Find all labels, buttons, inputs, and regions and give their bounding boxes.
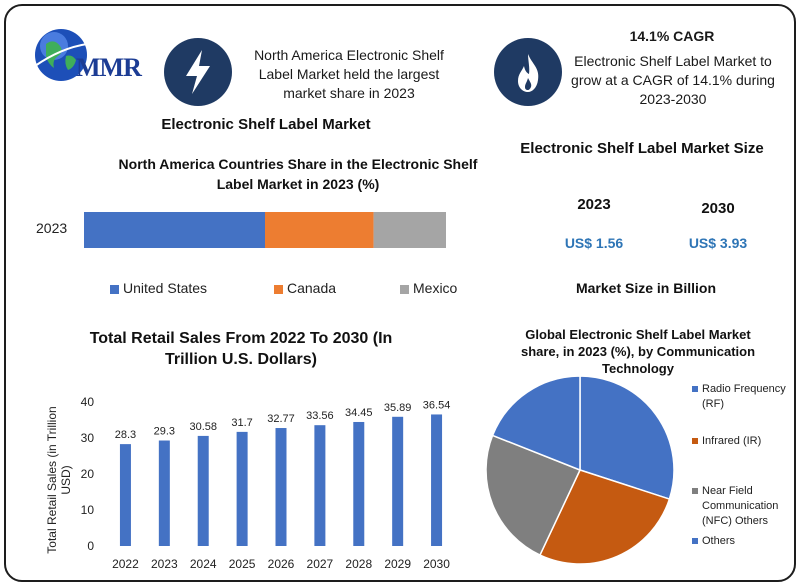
country-share-title: North America Countries Share in the Ele… bbox=[118, 156, 478, 192]
pie-slice-0 bbox=[579, 375, 675, 500]
lightning-icon bbox=[186, 50, 210, 94]
retail-x-tick-2029: 2029 bbox=[384, 557, 411, 571]
retail-bar-2029 bbox=[392, 416, 404, 546]
retail-bar-2022 bbox=[119, 444, 131, 546]
pie-legend-rf: Radio Frequency (RF) bbox=[692, 382, 792, 412]
retail-x-tick-2030: 2030 bbox=[423, 557, 450, 571]
pie-legend-swatch-rf bbox=[692, 386, 698, 392]
retail-data-label-2029: 35.89 bbox=[384, 402, 412, 414]
cagr-text: Electronic Shelf Label Market to grow at… bbox=[571, 53, 775, 107]
retail-data-label-2027: 33.56 bbox=[306, 410, 334, 422]
logo-text: MMR bbox=[76, 53, 142, 82]
retail-y-tick-0: 0 bbox=[87, 539, 94, 553]
retail-bar-2026 bbox=[275, 428, 287, 546]
retail-x-tick-2028: 2028 bbox=[345, 557, 372, 571]
stacked-bar-category: 2023 bbox=[36, 220, 68, 236]
retail-y-tick-10: 10 bbox=[81, 503, 95, 517]
pie-legend-nfc: Near Field Communication (NFC) Others bbox=[692, 484, 792, 529]
retail-data-label-2028: 34.45 bbox=[345, 407, 373, 419]
infographic-frame: MMR North America Electronic Shelf Label… bbox=[4, 4, 796, 582]
globe-logo-icon bbox=[34, 29, 88, 81]
legend-canada: Canada bbox=[274, 280, 336, 296]
retail-bar-2023 bbox=[158, 440, 170, 546]
pie-slice-3 bbox=[491, 375, 581, 472]
retail-x-tick-2026: 2026 bbox=[268, 557, 295, 571]
pie-legend-swatch-others bbox=[692, 538, 698, 544]
retail-y-tick-40: 40 bbox=[81, 395, 95, 409]
country-share-chart bbox=[84, 212, 446, 248]
retail-sales-chart: Total Retail Sales (in TrillionUSD) 0 10 20… bbox=[45, 395, 451, 571]
pie-legend-ir: Infrared (IR) bbox=[692, 434, 792, 449]
retail-x-tick-2024: 2024 bbox=[190, 557, 217, 571]
retail-bar-2025 bbox=[236, 431, 248, 546]
flame-icon bbox=[518, 54, 539, 92]
retail-x-tick-2022: 2022 bbox=[112, 557, 139, 571]
retail-data-label-2026: 32.77 bbox=[267, 413, 295, 425]
stacked-segment-mexico bbox=[373, 212, 446, 248]
flame-badge bbox=[494, 38, 562, 106]
retail-data-label-2022: 28.3 bbox=[115, 429, 136, 441]
left-section-title: Electronic Shelf Label Market bbox=[161, 116, 371, 133]
retail-y-tick-30: 30 bbox=[81, 431, 95, 445]
pie-legend-swatch-nfc bbox=[692, 488, 698, 494]
retail-bar-2028 bbox=[353, 421, 365, 546]
retail-x-tick-2025: 2025 bbox=[229, 557, 256, 571]
market-size-title: Electronic Shelf Label Market Size bbox=[520, 140, 764, 157]
market-year-2030: 2030 bbox=[701, 200, 735, 217]
market-year-2023: 2023 bbox=[577, 196, 611, 213]
legend-swatch-blue bbox=[110, 284, 119, 294]
stacked-segment-united-states bbox=[84, 212, 265, 248]
lightning-badge bbox=[164, 38, 232, 106]
retail-data-label-2025: 31.7 bbox=[231, 417, 252, 429]
legend-united-states: United States bbox=[110, 280, 207, 296]
legend-swatch-gray bbox=[400, 284, 409, 294]
retail-bar-2027 bbox=[314, 425, 326, 546]
legend-swatch-orange bbox=[274, 284, 283, 294]
cagr-title: 14.1% CAGR bbox=[629, 28, 715, 44]
market-value-2030: US$ 3.93 bbox=[688, 235, 748, 251]
legend-mexico: Mexico bbox=[400, 280, 457, 296]
retail-data-label-2023: 29.3 bbox=[154, 426, 175, 438]
pie-legend-swatch-ir bbox=[692, 438, 698, 444]
communication-tech-pie bbox=[485, 375, 675, 565]
retail-data-label-2024: 30.58 bbox=[189, 421, 217, 433]
stacked-segment-canada bbox=[265, 212, 374, 248]
retail-y-axis-label: Total Retail Sales (in TrillionUSD) bbox=[45, 406, 73, 553]
pie-slice-1 bbox=[538, 469, 671, 565]
retail-y-tick-20: 20 bbox=[81, 467, 95, 481]
retail-bar-2024 bbox=[197, 435, 209, 546]
pie-legend-others: Others bbox=[692, 534, 792, 549]
retail-x-tick-2027: 2027 bbox=[307, 557, 334, 571]
north-america-info: North America Electronic Shelf Label Mar… bbox=[254, 47, 444, 101]
market-size-unit: Market Size in Billion bbox=[575, 280, 717, 296]
market-value-2023: US$ 1.56 bbox=[564, 235, 624, 251]
retail-x-tick-2023: 2023 bbox=[151, 557, 178, 571]
pie-chart-title: Global Electronic Shelf Label Market sha… bbox=[520, 327, 756, 376]
retail-sales-title: Total Retail Sales From 2022 To 2030 (In… bbox=[89, 330, 393, 368]
retail-bar-2030 bbox=[431, 414, 443, 546]
pie-slice-2 bbox=[485, 434, 582, 557]
retail-data-label-2030: 36.54 bbox=[423, 399, 451, 411]
